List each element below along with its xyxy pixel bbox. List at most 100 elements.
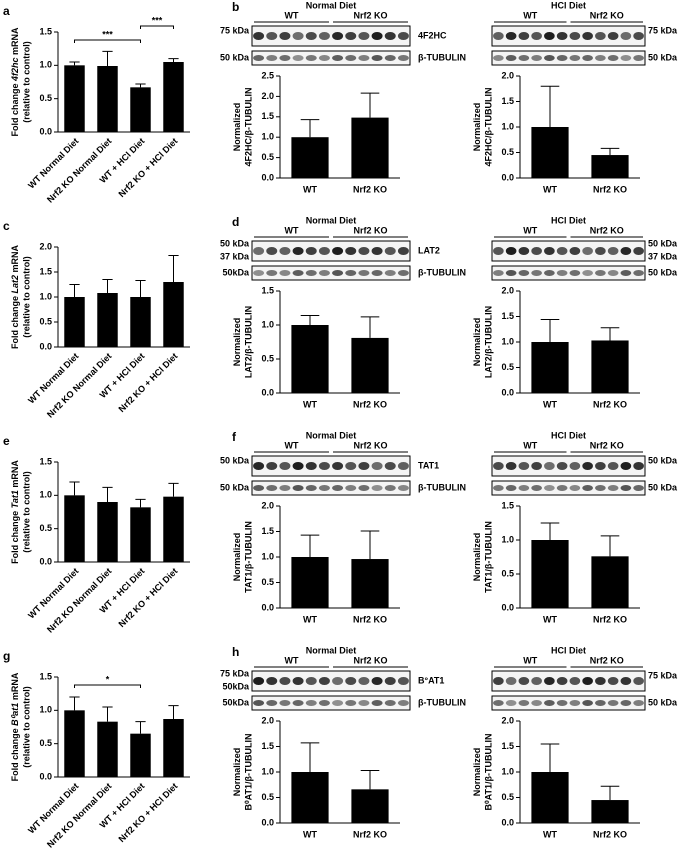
blot-band xyxy=(518,677,530,685)
blot-band xyxy=(318,677,330,685)
bar xyxy=(64,710,85,777)
panel-label: d xyxy=(232,215,239,229)
blot-box xyxy=(251,455,411,477)
y-tick-label: 2.0 xyxy=(261,715,274,725)
y-axis-label: Fold change Lat2 mRNA xyxy=(10,244,20,349)
blot-box xyxy=(491,50,646,66)
kda-marker: 50kDa xyxy=(222,697,250,707)
blot-band xyxy=(371,677,383,685)
y-tick-label: 0.5 xyxy=(501,568,514,578)
kda-marker: 75 kDa xyxy=(648,25,678,35)
blot-band xyxy=(397,55,409,61)
y-tick-label: 2.0 xyxy=(39,241,52,251)
kda-marker: 50 kDa xyxy=(648,455,678,465)
kda-marker: 75 kDa xyxy=(220,25,250,35)
blot-band xyxy=(332,485,344,491)
x-tick-label: Nrf2 KO xyxy=(353,614,387,624)
blot-band xyxy=(607,247,619,255)
panel-label: a xyxy=(3,4,10,18)
y-axis-label: (relative to control) xyxy=(21,256,31,338)
error-bar xyxy=(168,58,179,62)
group-label: Nrf2 KO xyxy=(353,440,387,450)
y-axis-label: LAT2/β-TUBULIN xyxy=(483,306,493,378)
significance-label: * xyxy=(106,674,110,684)
blot-title: HCl Diet xyxy=(551,645,586,655)
blot-band xyxy=(358,270,370,276)
y-axis-label-part: 4f2hc xyxy=(10,57,20,82)
error-bar xyxy=(600,535,620,557)
blot-band xyxy=(531,462,542,470)
blot-band xyxy=(279,247,291,255)
blot-band xyxy=(556,247,568,255)
blot-band xyxy=(607,462,619,470)
group-label: Nrf2 KO xyxy=(590,440,624,450)
blot-band xyxy=(556,485,568,491)
kda-marker: 50 kDa xyxy=(648,267,678,277)
blot-band xyxy=(371,462,383,470)
x-tick-label: Nrf2 KO xyxy=(353,399,387,409)
blot-band xyxy=(582,270,593,276)
panel-label: b xyxy=(232,0,239,14)
blot-band xyxy=(556,32,568,40)
blot-band xyxy=(292,485,304,491)
error-bar xyxy=(360,530,380,560)
y-axis-label: B⁰AT1/β-TUBULIN xyxy=(243,734,253,811)
y-tick-label: 0.0 xyxy=(501,602,514,612)
blot-band xyxy=(505,55,517,61)
blot-band xyxy=(531,55,542,61)
y-axis-label: 4F2HC/β-TUBULIN xyxy=(243,88,253,167)
y-tick-label: 0.0 xyxy=(501,387,514,397)
y-axis-label: (relative to control) xyxy=(21,686,31,768)
error-bar xyxy=(540,85,560,127)
blot-box xyxy=(491,265,646,281)
bar xyxy=(591,155,629,178)
blot-band xyxy=(582,462,593,470)
blot-band xyxy=(345,270,357,276)
blot-box xyxy=(251,480,411,496)
blot-band xyxy=(531,32,542,40)
blot-band xyxy=(305,677,317,685)
blot-band xyxy=(518,32,530,40)
blot-box xyxy=(251,240,411,262)
blot-band xyxy=(595,700,606,706)
blot-band xyxy=(505,270,517,276)
x-tick-label: Nrf2 KO xyxy=(593,829,627,839)
significance-line xyxy=(74,39,141,43)
x-tick-label: WT xyxy=(303,829,317,839)
significance-label: *** xyxy=(102,29,113,39)
blot-band xyxy=(582,677,593,685)
blot-band xyxy=(505,462,517,470)
blot-band xyxy=(345,247,357,255)
blot-band xyxy=(493,32,504,40)
y-tick-label: 1.5 xyxy=(501,96,514,106)
y-axis-label: Normalized xyxy=(232,748,242,797)
blot-band xyxy=(569,32,581,40)
blot-band xyxy=(556,700,568,706)
group-label: Nrf2 KO xyxy=(590,10,624,20)
blot-band xyxy=(358,32,370,40)
blot-band xyxy=(397,677,409,685)
blot-band xyxy=(544,32,555,40)
x-tick-label: Nrf2 KO Normal Diet xyxy=(45,136,114,205)
x-tick-label: Nrf2 KO Normal Diet xyxy=(45,566,114,635)
y-tick-label: 0.0 xyxy=(501,817,514,827)
blot-band xyxy=(595,485,606,491)
y-axis-label-part: Normalized xyxy=(232,318,242,367)
blot-band xyxy=(633,247,644,255)
blot-band xyxy=(279,55,291,61)
bar xyxy=(531,127,569,178)
bar xyxy=(97,66,118,132)
blot-band xyxy=(279,32,291,40)
bar xyxy=(130,87,151,132)
blot-box xyxy=(251,695,411,711)
blot-band xyxy=(607,32,619,40)
blot-band xyxy=(384,677,396,685)
blot-band xyxy=(358,247,370,255)
blot-title: Normal Diet xyxy=(306,215,357,225)
blot-band xyxy=(620,700,632,706)
y-axis-label-part: mRNA xyxy=(10,27,20,58)
y-tick-label: 0.5 xyxy=(501,362,514,372)
y-tick-label: 0.5 xyxy=(261,353,274,363)
blot-band xyxy=(332,32,344,40)
y-tick-label: 1.5 xyxy=(501,500,514,510)
